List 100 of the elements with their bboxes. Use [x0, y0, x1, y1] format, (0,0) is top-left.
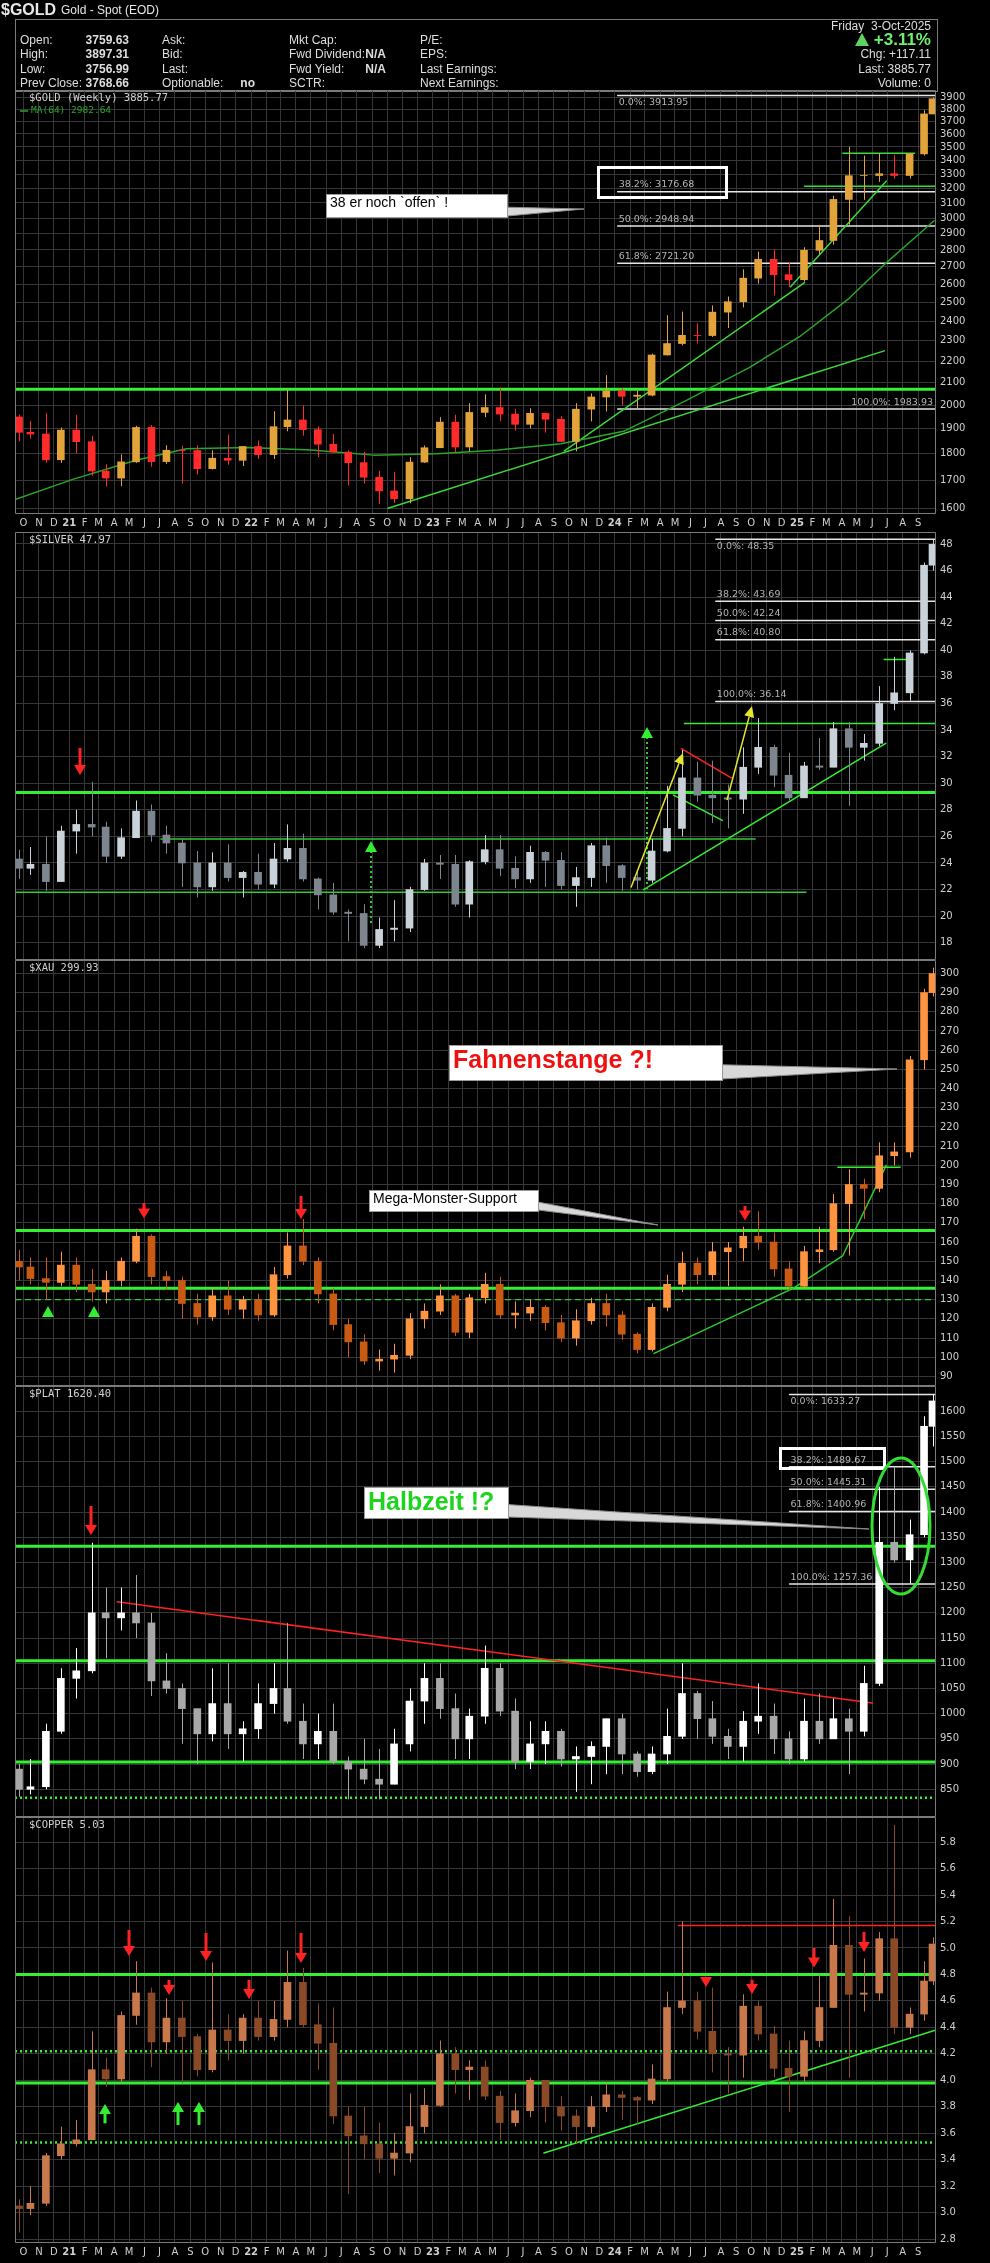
- x-tick-label: J: [156, 516, 161, 528]
- x-tick-label: A: [353, 2245, 361, 2257]
- x-tick-label: J: [323, 2245, 328, 2257]
- y-tick-label: 30: [940, 776, 953, 788]
- x-tick-label: A: [838, 516, 846, 528]
- chart-title: $COPPER 5.03: [29, 1817, 105, 1830]
- x-tick-label: A: [535, 516, 543, 528]
- legend-label: MA(64) 2982.64: [31, 104, 112, 116]
- y-tick-label: 850: [940, 1782, 960, 1794]
- y-tick-label: 5.4: [940, 1888, 956, 1900]
- y-tick-label: 110: [940, 1331, 960, 1343]
- text: 3768.66: [85, 76, 129, 90]
- x-tick-label: M: [306, 2245, 316, 2257]
- y-tick-label: 3100: [940, 196, 966, 208]
- y-tick-label: 5.8: [940, 1835, 956, 1847]
- y-tick-label: 900: [940, 1757, 960, 1769]
- text: Volume: 0: [877, 76, 931, 90]
- x-tick-label: N: [216, 2245, 225, 2257]
- y-tick-label: 250: [940, 1062, 960, 1074]
- y-tick-label: 3900: [940, 90, 966, 102]
- x-tick-label: J: [687, 516, 692, 528]
- y-tick-label: 26: [940, 829, 953, 841]
- x-tick-label: A: [656, 2245, 664, 2257]
- annotation: 61.8%: 1400.96: [790, 1498, 867, 1510]
- annotation: 38.2%: 3176.68: [618, 178, 695, 190]
- y-tick-label: 28: [940, 803, 953, 815]
- x-tick-label: O: [383, 2245, 392, 2257]
- y-tick-label: 160: [940, 1235, 960, 1247]
- annotation: Halbzeit !?: [368, 1487, 495, 1517]
- y-tick-label: 2800: [940, 243, 966, 255]
- x-tick-label: O: [201, 2245, 210, 2257]
- y-tick-label: 90: [940, 1370, 953, 1381]
- y-tick-label: 3.2: [940, 2179, 956, 2191]
- x-tick-label: S: [733, 2245, 740, 2257]
- y-tick-label: 5.0: [940, 1941, 956, 1953]
- annotation: 61.8%: 2721.20: [618, 249, 695, 261]
- x-tick-label: A: [717, 516, 725, 528]
- x-tick-label: M: [852, 2245, 862, 2257]
- text: Next Earnings:: [420, 76, 499, 90]
- x-tick-label: S: [550, 516, 558, 528]
- x-tick-label: S: [914, 2245, 922, 2257]
- x-tick-label: J: [156, 2245, 161, 2257]
- x-tick-label: M: [94, 516, 103, 528]
- y-tick-label: 3400: [940, 153, 966, 165]
- x-tick-label: J: [142, 516, 146, 528]
- text: Ask:: [162, 33, 186, 47]
- text: Bid:: [162, 47, 183, 61]
- x-tick-label: A: [292, 516, 300, 528]
- x-tick-label: M: [822, 2245, 831, 2257]
- x-tick-label: F: [263, 2245, 270, 2257]
- x-tick-label: F: [445, 2245, 452, 2257]
- x-tick-label: O: [564, 516, 573, 528]
- x-tick-label: J: [338, 516, 343, 528]
- x-tick-label: J: [142, 2245, 146, 2257]
- x-tick-label: A: [110, 516, 118, 528]
- x-tick-label: F: [809, 2245, 816, 2257]
- y-tick-label: 180: [940, 1197, 960, 1209]
- x-tick-label: M: [640, 2245, 649, 2257]
- text: no: [240, 76, 255, 90]
- text: 3759.63: [85, 33, 129, 47]
- annotation: Fahnenstange ?!: [453, 1045, 654, 1075]
- y-tick-label: 20: [940, 909, 953, 921]
- y-tick-label: 4.6: [940, 1994, 956, 2006]
- x-tick-label: A: [656, 516, 664, 528]
- x-tick-label: D: [50, 2245, 58, 2257]
- x-tick-label: 24: [607, 516, 622, 528]
- x-tick-label: S: [550, 2245, 558, 2257]
- x-tick-label: N: [580, 2245, 589, 2257]
- y-tick-label: 5.2: [940, 1915, 956, 1927]
- text: Last: 3885.77: [858, 61, 931, 76]
- y-tick-label: 3000: [940, 211, 966, 223]
- x-tick-label: D: [595, 516, 604, 528]
- annotation: 0.0%: 1633.27: [790, 1394, 861, 1406]
- x-tick-label: J: [702, 2245, 707, 2257]
- x-tick-label: F: [627, 2245, 634, 2257]
- x-tick-label: J: [520, 516, 525, 528]
- x-tick-label: A: [474, 2245, 482, 2257]
- annotation: 50.0%: 1445.31: [790, 1475, 867, 1487]
- x-tick-label: F: [627, 516, 634, 528]
- y-tick-label: 24: [940, 856, 953, 868]
- text: $GOLD: [1, 0, 57, 19]
- y-tick-label: 1100: [940, 1656, 966, 1668]
- y-tick-label: 170: [940, 1216, 960, 1228]
- x-tick-label: D: [413, 2245, 422, 2257]
- y-tick-label: 48: [940, 537, 953, 549]
- x-tick-label: M: [640, 516, 649, 528]
- y-tick-label: 270: [940, 1024, 960, 1036]
- y-tick-label: 230: [940, 1101, 960, 1113]
- chart-title: $PLAT 1620.40: [29, 1386, 112, 1399]
- chart-title: $SILVER 47.97: [29, 532, 112, 545]
- x-tick-label: 23: [425, 516, 440, 528]
- y-tick-label: 4.8: [940, 1968, 956, 1980]
- y-tick-label: 3600: [940, 127, 966, 139]
- x-tick-label: A: [899, 516, 907, 528]
- y-tick-label: 2100: [940, 376, 966, 388]
- y-tick-label: 2400: [940, 314, 966, 326]
- x-tick-label: N: [398, 2245, 407, 2257]
- annotation: 50.0%: 2948.94: [618, 212, 695, 224]
- text: N/A: [365, 47, 386, 61]
- y-tick-label: 130: [940, 1293, 960, 1305]
